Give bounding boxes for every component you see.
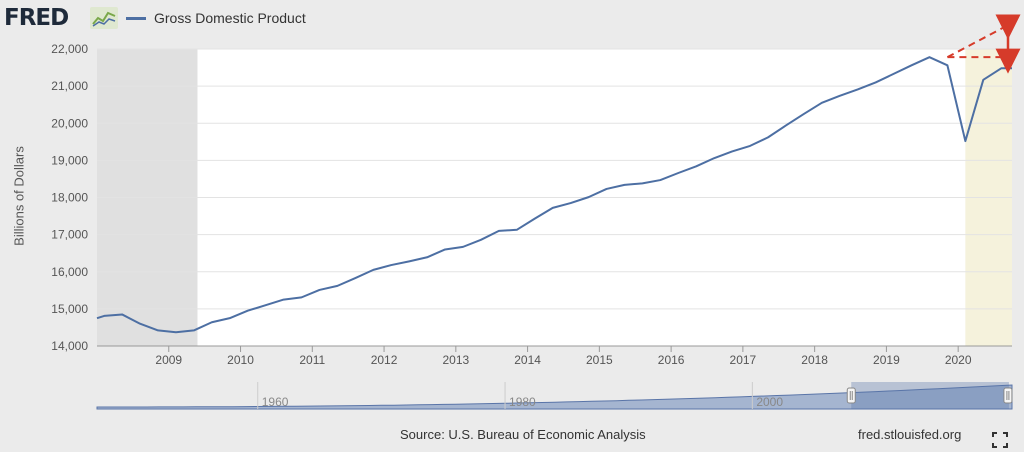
site-link[interactable]: fred.stlouisfed.org xyxy=(858,427,962,442)
y-tick-label: 21,000 xyxy=(51,79,88,93)
data-point xyxy=(1011,67,1013,69)
x-tick-label: 2010 xyxy=(227,353,254,367)
data-point xyxy=(516,229,518,231)
y-tick-label: 18,000 xyxy=(51,191,88,205)
x-tick-label: 2015 xyxy=(586,353,613,367)
x-tick-label: 2020 xyxy=(945,353,972,367)
data-point xyxy=(587,196,589,198)
data-point xyxy=(605,188,607,190)
navigator-series-area xyxy=(96,384,1013,410)
data-point xyxy=(964,140,966,142)
data-point xyxy=(946,64,948,66)
y-tick-label: 17,000 xyxy=(51,228,88,242)
data-point xyxy=(641,182,643,184)
data-point xyxy=(982,79,984,81)
data-point xyxy=(480,239,482,241)
y-tick-label: 19,000 xyxy=(51,153,88,167)
data-point xyxy=(623,184,625,186)
data-point xyxy=(857,88,859,90)
data-point xyxy=(713,157,715,159)
x-tick-label: 2014 xyxy=(514,353,541,367)
data-point xyxy=(695,165,697,167)
data-point xyxy=(462,246,464,248)
x-tick-label: 2017 xyxy=(730,353,757,367)
data-point xyxy=(229,317,231,319)
data-point xyxy=(498,230,500,232)
data-point xyxy=(910,64,912,66)
data-point xyxy=(318,289,320,291)
data-point xyxy=(803,113,805,115)
legend-label: Gross Domestic Product xyxy=(154,10,306,26)
data-point xyxy=(96,317,98,319)
x-tick-label: 2016 xyxy=(658,353,685,367)
data-point xyxy=(211,321,213,323)
data-point xyxy=(390,264,392,266)
data-point xyxy=(121,313,123,315)
x-tick-label: 2012 xyxy=(371,353,398,367)
x-tick-label: 2018 xyxy=(801,353,828,367)
data-point xyxy=(426,256,428,258)
fred-logo[interactable]: FRED xyxy=(4,5,69,31)
gdp-series-line xyxy=(96,56,1012,334)
data-point xyxy=(264,304,266,306)
x-tick-label: 2019 xyxy=(873,353,900,367)
navigator-selection xyxy=(851,382,1009,409)
data-point xyxy=(175,331,177,333)
data-point xyxy=(749,145,751,147)
x-tick-label: 2011 xyxy=(299,353,325,367)
data-point xyxy=(767,136,769,138)
data-point xyxy=(785,124,787,126)
data-point xyxy=(1000,67,1002,69)
data-point xyxy=(659,179,661,181)
legend-swatch xyxy=(126,16,146,20)
data-point xyxy=(103,315,105,317)
data-point xyxy=(534,217,536,219)
navigator-left-handle[interactable] xyxy=(846,387,856,404)
data-point xyxy=(408,260,410,262)
fred-logo-graph-icon xyxy=(90,7,118,29)
y-tick-label: 20,000 xyxy=(51,116,88,130)
chart-header: FRED Gross Domestic Product xyxy=(0,0,1024,38)
data-point xyxy=(282,298,284,300)
y-tick-label: 14,000 xyxy=(51,339,88,353)
y-tick-label: 16,000 xyxy=(51,265,88,279)
data-point xyxy=(839,95,841,97)
y-tick-label: 22,000 xyxy=(51,42,88,56)
legend[interactable]: Gross Domestic Product xyxy=(126,10,306,26)
data-point xyxy=(336,285,338,287)
navigator-tick-label: 1960 xyxy=(262,395,289,409)
data-point xyxy=(874,81,876,83)
x-tick-label: 2009 xyxy=(155,353,182,367)
data-point xyxy=(569,202,571,204)
x-tick-label: 2013 xyxy=(442,353,469,367)
navigator-right-handle[interactable] xyxy=(1003,387,1013,404)
data-point xyxy=(892,73,894,75)
data-point xyxy=(372,269,374,271)
source-note: Source: U.S. Bureau of Economic Analysis xyxy=(400,427,646,442)
data-point xyxy=(300,296,302,298)
data-point xyxy=(677,172,679,174)
data-point xyxy=(928,56,930,58)
data-point xyxy=(247,310,249,312)
data-point xyxy=(193,329,195,331)
data-point xyxy=(821,102,823,104)
data-point xyxy=(444,248,446,250)
navigator-tick-label: 1980 xyxy=(509,395,536,409)
fullscreen-icon[interactable] xyxy=(992,432,1008,448)
navigator-tick-label: 2000 xyxy=(756,395,783,409)
data-point xyxy=(139,323,141,325)
y-tick-label: 15,000 xyxy=(51,302,88,316)
data-point xyxy=(552,207,554,209)
data-point xyxy=(354,277,356,279)
data-point xyxy=(157,329,159,331)
data-point xyxy=(731,150,733,152)
